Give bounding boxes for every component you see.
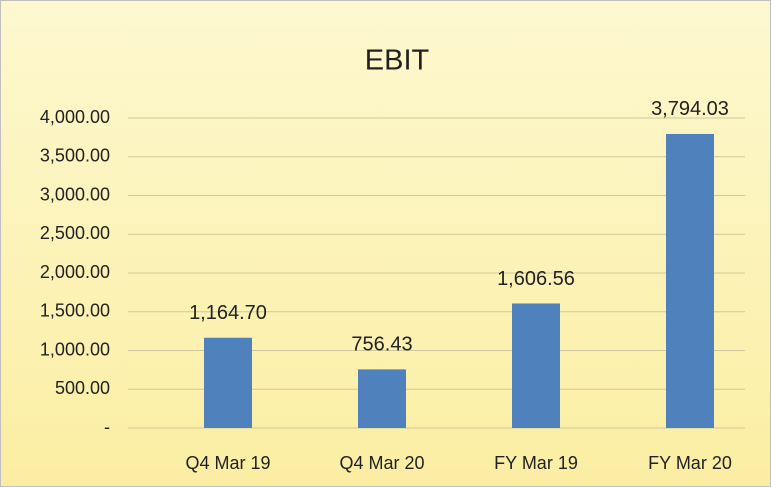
y-tick-label: 1,000.00: [40, 339, 110, 359]
data-label: 1,606.56: [497, 268, 575, 290]
x-tick-label: Q4 Mar 20: [339, 453, 424, 473]
bar: [666, 133, 714, 428]
data-label: 3,794.03: [651, 98, 729, 120]
chart-title: EBIT: [365, 45, 430, 77]
x-tick-label: FY Mar 19: [494, 453, 578, 473]
y-tick-label: 2,000.00: [40, 262, 110, 282]
y-tick-label: -: [104, 417, 110, 437]
x-tick-label: FY Mar 20: [648, 453, 732, 473]
data-label: 1,164.70: [189, 302, 267, 324]
y-tick-label: 500.00: [55, 378, 110, 398]
y-tick-label: 3,500.00: [40, 146, 110, 166]
x-tick-label: Q4 Mar 19: [185, 453, 270, 473]
y-tick-label: 3,000.00: [40, 184, 110, 204]
bar: [358, 369, 406, 428]
bar: [512, 303, 560, 428]
y-tick-label: 2,500.00: [40, 223, 110, 243]
bar: [204, 337, 252, 428]
data-label: 756.43: [351, 334, 412, 356]
y-tick-label: 1,500.00: [40, 301, 110, 321]
y-tick-label: 4,000.00: [40, 107, 110, 127]
